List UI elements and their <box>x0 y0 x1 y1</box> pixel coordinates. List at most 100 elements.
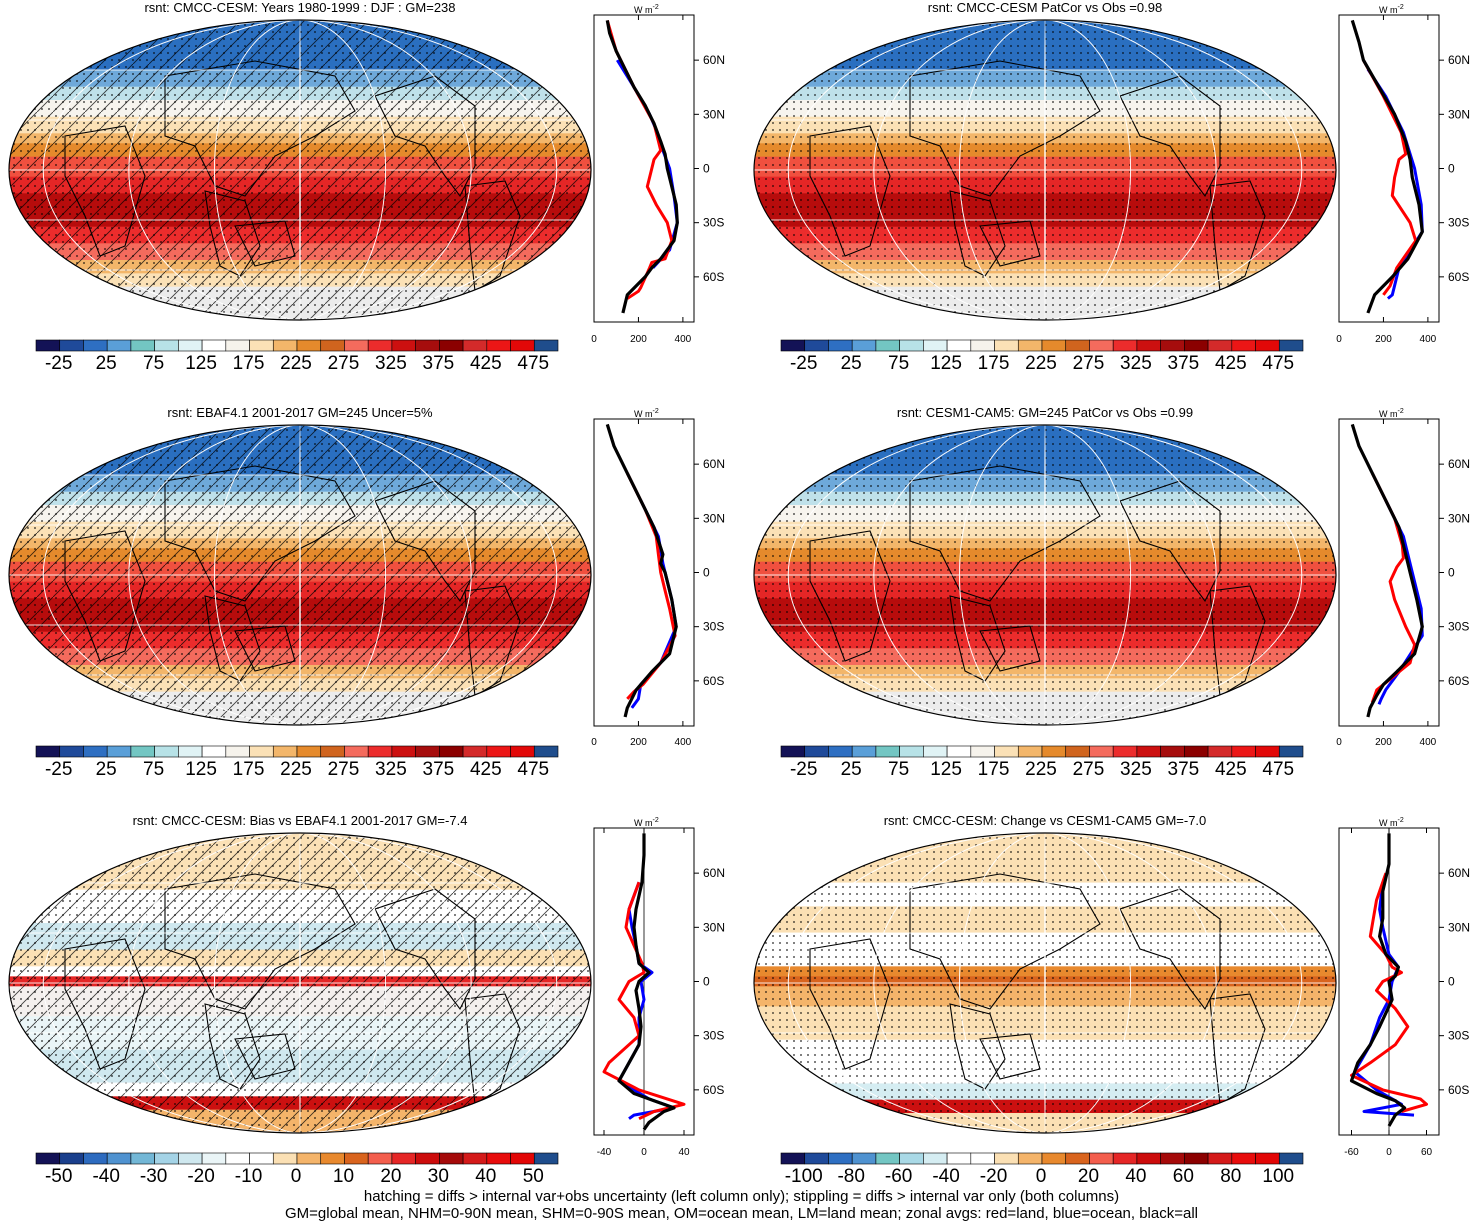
profile-ytick-label: 30N <box>703 511 725 525</box>
colorbar-swatch <box>272 1152 298 1165</box>
profile-unit-label: W m-2 <box>1379 408 1404 419</box>
colorbar-label: 275 <box>1072 353 1105 374</box>
colorbar-label: 275 <box>1072 759 1105 780</box>
colorbar-swatch <box>367 1152 393 1165</box>
colorbar-swatch <box>367 339 393 352</box>
colorbar-label: 25 <box>95 759 117 780</box>
profile-ytick-label: 30N <box>703 920 725 934</box>
graticule-lon <box>958 833 1132 1133</box>
colorbar-swatch <box>225 339 250 352</box>
colorbar-swatch <box>1089 745 1114 758</box>
profile-unit-label: W m-2 <box>1379 817 1404 828</box>
profile-xtick-label: -40 <box>596 1147 612 1158</box>
colorbar-swatch <box>178 745 203 758</box>
profile-line-ocean <box>616 59 679 269</box>
colorbar-label: 25 <box>840 759 862 780</box>
colorbar-swatch <box>106 745 132 758</box>
colorbar-label: 475 <box>1262 759 1295 780</box>
colorbar-swatch <box>899 745 924 758</box>
colorbar-label: 25 <box>95 353 117 374</box>
panel-title: rsnt: EBAF4.1 2001-2017 GM=245 Uncer=5% <box>167 405 433 420</box>
colorbar-label: 100 <box>1262 1166 1295 1187</box>
colorbar-swatch <box>154 745 179 758</box>
colorbar-label: 425 <box>469 353 502 374</box>
colorbar-swatch <box>486 339 511 352</box>
colorbar-swatch <box>391 339 416 352</box>
colorbar-label: 425 <box>1214 353 1247 374</box>
profile-ytick-label: 60S <box>1448 674 1469 688</box>
colorbar-label: -60 <box>884 1166 913 1187</box>
colorbar-label: 325 <box>1120 353 1152 374</box>
colorbar-swatch <box>533 1152 559 1165</box>
colorbar-label: 425 <box>469 759 502 780</box>
profile-xtick-label: 200 <box>1375 737 1392 748</box>
colorbar-label: 375 <box>1167 353 1200 374</box>
profile-xtick-labels: 0 200 400 <box>1333 334 1478 348</box>
colorbar-swatch <box>1065 339 1090 352</box>
colorbar-swatch <box>415 339 440 352</box>
colorbar-label: 375 <box>422 759 455 780</box>
colorbar-swatch <box>344 339 369 352</box>
colorbar-swatch <box>249 1152 274 1165</box>
profile-ytick-label: 0 <box>1448 162 1455 176</box>
colorbar-swatch <box>83 1152 108 1165</box>
graticule-lon <box>787 833 1303 1133</box>
colorbar-label: 60 <box>1172 1166 1194 1187</box>
colorbar-swatch <box>201 339 227 352</box>
colorbar-swatch <box>178 339 203 352</box>
colorbar-swatch <box>780 1152 806 1165</box>
profile-xtick-labels: -60 0 60 <box>1333 1147 1478 1161</box>
graticule-lon <box>128 20 472 320</box>
colorbar-swatch <box>367 745 393 758</box>
profile-ytick-label: 30S <box>703 620 724 634</box>
colorbar-swatch <box>994 745 1019 758</box>
colorbar-swatch <box>923 1152 948 1165</box>
colorbar-swatch <box>1136 339 1161 352</box>
colorbar-swatch <box>1112 1152 1138 1165</box>
colorbar-swatch <box>1207 339 1233 352</box>
colorbar-swatch <box>296 745 322 758</box>
colorbar-label: 375 <box>422 353 455 374</box>
panel-title: rsnt: CESM1-CAM5: GM=245 PatCor vs Obs =… <box>896 405 1194 420</box>
colorbar-swatch <box>272 339 298 352</box>
colorbar-label: -25 <box>44 759 73 780</box>
panel-3: rsnt: EBAF4.1 2001-2017 GM=245 Uncer=5% 6… <box>0 405 738 805</box>
colorbar-label: 275 <box>327 759 360 780</box>
colorbar-label: -25 <box>44 353 73 374</box>
profile-ytick-label: 60N <box>1448 457 1470 471</box>
colorbar-swatch <box>344 1152 369 1165</box>
graticule-lon <box>873 20 1217 320</box>
colorbar-swatch <box>296 1152 322 1165</box>
map-outline <box>753 832 1337 1134</box>
panel-title: rsnt: CMCC-CESM: Change vs CESM1-CAM5 GM… <box>883 813 1207 828</box>
colorbar-swatch <box>923 339 948 352</box>
colorbar <box>35 745 559 758</box>
profile-frame <box>1338 14 1440 323</box>
colorbar-swatch <box>946 1152 972 1165</box>
colorbar-swatch <box>899 1152 924 1165</box>
colorbar-swatch <box>178 1152 203 1165</box>
colorbar-swatch <box>1089 1152 1114 1165</box>
panel-2: rsnt: CMCC-CESM PatCor vs Obs =0.98 60N 30… <box>745 0 1483 400</box>
colorbar-swatch <box>201 1152 227 1165</box>
map-outline <box>8 424 592 726</box>
graticule-lon <box>873 425 1217 725</box>
map-outline <box>753 19 1337 321</box>
colorbar-labels: -50 -40 -30 -20 -10 0 10 20 30 40 50 <box>35 1166 557 1188</box>
profile-ytick-label: 60S <box>1448 1083 1469 1097</box>
graticule-lon <box>213 20 387 320</box>
profile-line-ocean <box>1377 499 1424 705</box>
colorbar-swatch <box>780 745 806 758</box>
colorbar-swatch <box>875 1152 900 1165</box>
colorbar-swatch <box>1017 1152 1043 1165</box>
profile-xtick-label: -60 <box>1344 1147 1359 1158</box>
profile-xtick-label: 400 <box>1419 334 1437 345</box>
colorbar-label: 225 <box>280 353 312 374</box>
colorbar-swatch <box>1017 745 1043 758</box>
profile-ytick-label: 30S <box>703 1029 724 1043</box>
colorbar-label: 75 <box>888 353 910 374</box>
colorbar-label: 75 <box>143 353 165 374</box>
colorbar-label: 175 <box>232 759 265 780</box>
colorbar-label: -40 <box>92 1166 120 1187</box>
colorbar <box>35 1152 559 1165</box>
